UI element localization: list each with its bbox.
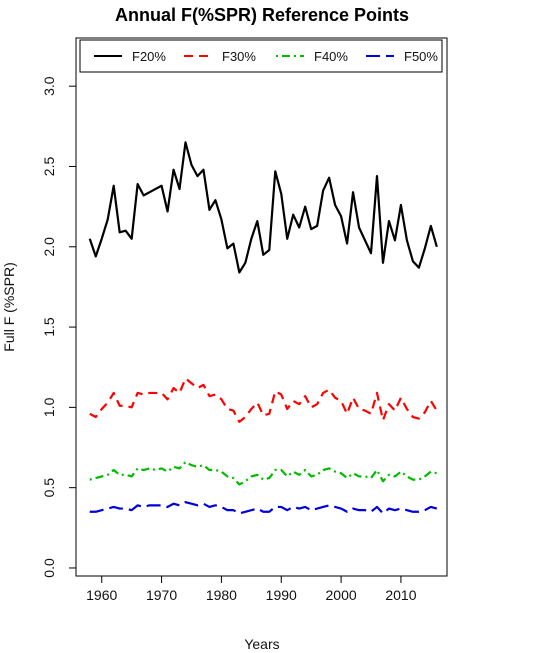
x-tick-label: 2000	[326, 587, 357, 603]
x-tick-label: 1960	[86, 587, 117, 603]
legend-label: F50%	[404, 49, 438, 64]
y-axis-label: Full F (%SPR)	[1, 262, 17, 351]
y-tick-label: 2.0	[41, 237, 57, 257]
y-tick-label: 1.0	[41, 397, 57, 417]
series-line-f50	[89, 501, 438, 515]
chart-title: Annual F(%SPR) Reference Points	[115, 5, 409, 25]
plot-frame	[75, 37, 448, 577]
legend-box	[79, 39, 443, 73]
y-tick-label: 0.5	[41, 478, 57, 498]
legend-label: F40%	[314, 49, 348, 64]
y-tick-label: 3.0	[41, 76, 57, 96]
x-tick-label: 1980	[206, 587, 237, 603]
y-tick-label: 1.5	[41, 317, 57, 337]
legend-label: F20%	[132, 49, 166, 64]
series-layer	[88, 141, 438, 515]
y-axis: 0.0 0.5 1.0 1.5 2.0 2.5 3.0	[41, 76, 77, 578]
x-axis-label: Years	[244, 636, 279, 652]
series-line-f30	[89, 377, 438, 423]
y-tick-label: 0.0	[41, 558, 57, 578]
x-tick-label: 1990	[266, 587, 297, 603]
legend: F20% F30% F40% F50%	[79, 39, 443, 73]
x-tick-label: 2010	[385, 587, 416, 603]
series-line-f20	[88, 141, 438, 274]
legend-label: F30%	[222, 49, 256, 64]
x-axis: 1960 1970 1980 1990 2000 2010	[86, 575, 417, 603]
y-tick-label: 2.5	[41, 157, 57, 177]
series-line-f40	[89, 460, 438, 486]
x-tick-label: 1970	[146, 587, 177, 603]
